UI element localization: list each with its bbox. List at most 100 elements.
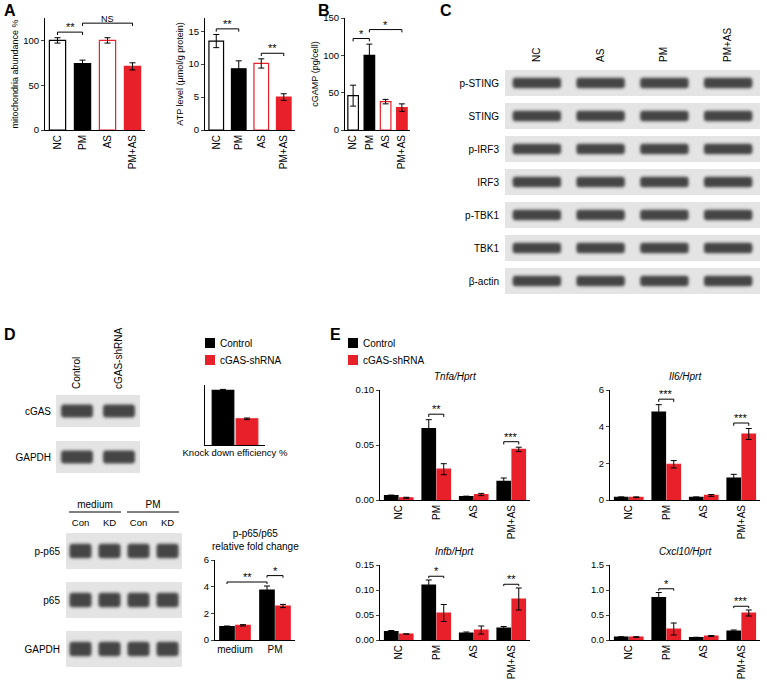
svg-text:0.10: 0.10: [356, 384, 375, 395]
svg-text:cGAMP (pg/cell): cGAMP (pg/cell): [310, 41, 320, 106]
svg-text:***: ***: [734, 595, 748, 607]
svg-text:NC: NC: [211, 135, 222, 149]
svg-text:mitochondria abundance %: mitochondria abundance %: [10, 19, 20, 128]
svg-text:p-TBK1: p-TBK1: [465, 210, 499, 221]
svg-text:Control: Control: [220, 338, 252, 349]
svg-text:PM: PM: [661, 505, 672, 520]
svg-text:IRF3: IRF3: [477, 177, 499, 188]
svg-text:PM: PM: [431, 645, 442, 660]
svg-text:NC: NC: [52, 135, 63, 149]
svg-text:4: 4: [204, 581, 209, 592]
svg-text:PM: PM: [146, 499, 161, 510]
svg-text:PM+AS: PM+AS: [736, 645, 747, 680]
svg-text:1.0: 1.0: [591, 584, 604, 595]
svg-text:0: 0: [34, 124, 39, 135]
svg-text:***: ***: [659, 388, 673, 400]
svg-text:C: C: [440, 2, 452, 19]
svg-text:cGAS: cGAS: [25, 406, 51, 417]
svg-text:0.10: 0.10: [356, 584, 375, 595]
svg-text:D: D: [4, 326, 16, 343]
svg-text:PM+AS: PM+AS: [722, 27, 733, 62]
svg-text:AS: AS: [698, 645, 709, 659]
svg-text:NC: NC: [393, 505, 404, 519]
svg-text:0: 0: [194, 124, 199, 135]
svg-text:GAPDH: GAPDH: [15, 452, 51, 463]
svg-text:10: 10: [189, 58, 200, 69]
svg-text:**: **: [432, 403, 441, 415]
svg-text:PM+AS: PM+AS: [736, 505, 747, 540]
svg-text:p65: p65: [43, 595, 60, 606]
svg-text:0.5: 0.5: [591, 609, 604, 620]
svg-text:AS: AS: [468, 645, 479, 659]
svg-text:Cxcl10/Hprt: Cxcl10/Hprt: [659, 546, 712, 557]
svg-text:***: ***: [734, 412, 748, 424]
svg-text:PM+AS: PM+AS: [127, 135, 138, 170]
svg-text:AS: AS: [102, 135, 113, 149]
svg-text:0.0: 0.0: [591, 634, 604, 645]
svg-text:100: 100: [23, 35, 39, 46]
svg-text:Con: Con: [130, 517, 147, 528]
svg-text:PM: PM: [77, 135, 88, 150]
svg-text:0.05: 0.05: [356, 439, 375, 450]
svg-text:2: 2: [599, 458, 604, 469]
svg-text:p-IRF3: p-IRF3: [468, 144, 499, 155]
svg-text:p-STING: p-STING: [460, 78, 500, 89]
svg-text:0.05: 0.05: [356, 609, 375, 620]
svg-text:medium: medium: [77, 499, 113, 510]
svg-text:*: *: [383, 19, 388, 31]
svg-text:AS: AS: [256, 135, 267, 149]
svg-text:Tnfa/Hprt: Tnfa/Hprt: [434, 371, 477, 382]
svg-text:50: 50: [329, 87, 340, 98]
svg-text:NC: NC: [531, 48, 542, 62]
svg-text:15: 15: [189, 26, 200, 37]
svg-text:A: A: [4, 2, 16, 19]
svg-text:0.00: 0.00: [356, 634, 375, 645]
svg-text:**: **: [268, 42, 277, 54]
svg-text:0: 0: [599, 494, 604, 505]
svg-text:6: 6: [599, 384, 604, 395]
svg-text:Control: Control: [71, 357, 82, 389]
svg-text:PM: PM: [233, 135, 244, 150]
svg-text:PM+AS: PM+AS: [506, 505, 517, 540]
svg-text:TBK1: TBK1: [474, 243, 499, 254]
svg-text:*: *: [273, 565, 278, 577]
svg-text:**: **: [507, 573, 516, 585]
svg-text:1.5: 1.5: [591, 559, 604, 570]
svg-text:p-p65: p-p65: [34, 546, 60, 557]
svg-text:NC: NC: [347, 135, 358, 149]
svg-text:*: *: [359, 28, 364, 40]
svg-text:4: 4: [599, 421, 604, 432]
svg-text:NS: NS: [101, 14, 114, 24]
svg-text:cGAS-shRNA: cGAS-shRNA: [113, 328, 124, 389]
svg-text:PM: PM: [268, 644, 283, 655]
svg-text:**: **: [243, 571, 252, 583]
svg-text:E: E: [330, 326, 341, 343]
svg-text:0.00: 0.00: [356, 494, 375, 505]
svg-text:Knock down efficiency %: Knock down efficiency %: [183, 447, 288, 458]
svg-text:***: ***: [504, 431, 518, 443]
svg-text:β-actin: β-actin: [469, 276, 499, 287]
svg-text:NC: NC: [623, 645, 634, 659]
svg-text:150: 150: [323, 12, 339, 23]
svg-text:0.15: 0.15: [356, 559, 375, 570]
svg-text:p-p65/p65relative fold change: p-p65/p65relative fold change: [212, 528, 299, 552]
svg-text:PM: PM: [658, 47, 669, 62]
svg-text:0: 0: [334, 124, 339, 135]
svg-text:PM+AS: PM+AS: [278, 135, 289, 170]
svg-text:**: **: [223, 18, 232, 30]
svg-text:ATP level (μmol/g protein): ATP level (μmol/g protein): [175, 22, 185, 125]
svg-text:Infb/Hprt: Infb/Hprt: [435, 546, 475, 557]
svg-text:PM: PM: [364, 135, 375, 150]
svg-text:AS: AS: [698, 505, 709, 519]
svg-text:PM: PM: [661, 645, 672, 660]
svg-text:6: 6: [204, 554, 209, 565]
svg-text:AS: AS: [595, 48, 606, 62]
svg-text:KD: KD: [103, 517, 116, 528]
svg-text:NC: NC: [393, 645, 404, 659]
svg-text:GAPDH: GAPDH: [24, 644, 60, 655]
svg-text:NC: NC: [623, 505, 634, 519]
svg-text:50: 50: [29, 80, 40, 91]
svg-text:Control: Control: [363, 338, 395, 349]
svg-text:KD: KD: [161, 517, 174, 528]
svg-text:PM+AS: PM+AS: [506, 645, 517, 680]
